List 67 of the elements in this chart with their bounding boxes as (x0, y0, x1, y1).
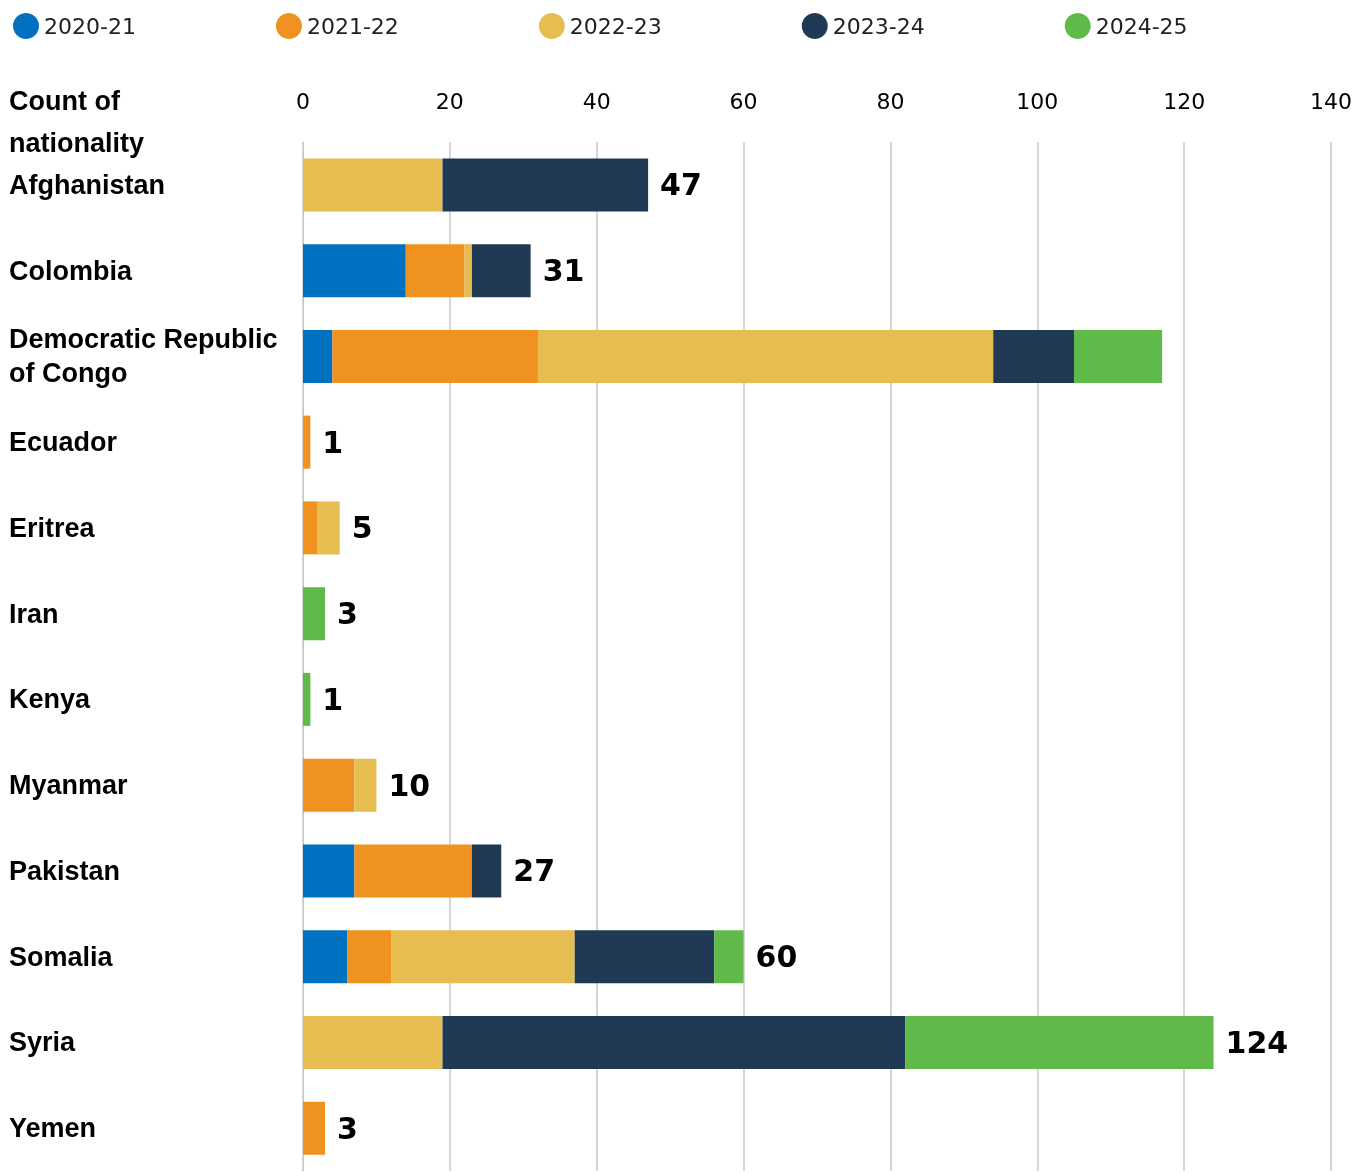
x-tick-label: 20 (435, 88, 464, 114)
x-tick-label: 0 (296, 88, 310, 114)
y-tick-label: Afghanistan (9, 169, 166, 200)
y-tick-label: Ecuador (9, 427, 118, 458)
bar (714, 930, 744, 984)
bar (303, 844, 355, 898)
bar (471, 244, 531, 298)
legend-label: 2024-25 (1095, 13, 1188, 39)
total-label: 60 (755, 939, 798, 975)
y-tick-label: Kenya (9, 684, 92, 715)
x-tick-label: 60 (729, 88, 758, 114)
bar (993, 329, 1074, 383)
x-tick-label: 80 (876, 88, 905, 114)
y-tick-label: Yemen (9, 1113, 97, 1144)
bar (303, 501, 318, 555)
bar (303, 1015, 443, 1069)
x-tick-label: 100 (1016, 88, 1059, 114)
bar (1074, 329, 1163, 383)
bar (332, 329, 538, 383)
legend-label: 2022-23 (569, 13, 662, 39)
bar (471, 844, 502, 898)
bar (303, 758, 355, 812)
bar (303, 930, 348, 984)
bar (317, 501, 340, 555)
total-label: 1 (322, 681, 344, 717)
total-label: 3 (337, 596, 358, 632)
y-tick-label: Myanmar (9, 770, 129, 801)
y-axis-title: Count of nationality (9, 86, 145, 158)
bar (303, 1101, 326, 1155)
total-label: 27 (513, 853, 556, 889)
bar (405, 244, 465, 298)
y-tick-label: Iran (9, 598, 59, 629)
bar (442, 158, 649, 212)
bar (303, 415, 311, 469)
bar (347, 930, 392, 984)
x-tick-label: 120 (1163, 88, 1206, 114)
total-label: 47 (660, 167, 702, 203)
y-tick-label: Pakistan (9, 855, 121, 886)
total-label: 124 (1225, 1024, 1289, 1060)
y-tick-label: Eritrea (9, 512, 96, 543)
x-tick-label: 140 (1310, 88, 1352, 114)
y-tick-label: Colombia (9, 255, 133, 286)
total-label: 31 (542, 253, 585, 289)
bar (905, 1015, 1214, 1069)
bar (464, 244, 472, 298)
y-tick-label: Democratic Republic of Congo (9, 324, 286, 389)
bar (303, 672, 311, 726)
y-tick-label: Syria (9, 1027, 77, 1058)
bar (303, 244, 406, 298)
bar (574, 930, 715, 984)
x-tick-label: 40 (582, 88, 611, 114)
bar (442, 1015, 906, 1069)
total-label: 5 (351, 510, 373, 546)
bar (354, 844, 472, 898)
bar (303, 587, 326, 641)
bar (354, 758, 377, 812)
bar (537, 329, 994, 383)
legend-label: 2020-21 (44, 13, 136, 39)
total-label: 3 (337, 1110, 358, 1146)
bar (303, 158, 443, 212)
legend-label: 2021-22 (306, 13, 399, 39)
bar (303, 329, 333, 383)
y-tick-label: Somalia (9, 941, 114, 972)
legend-label: 2023-24 (832, 13, 925, 39)
bar (391, 930, 575, 984)
total-label: 10 (388, 767, 431, 803)
total-label: 1 (322, 424, 344, 460)
